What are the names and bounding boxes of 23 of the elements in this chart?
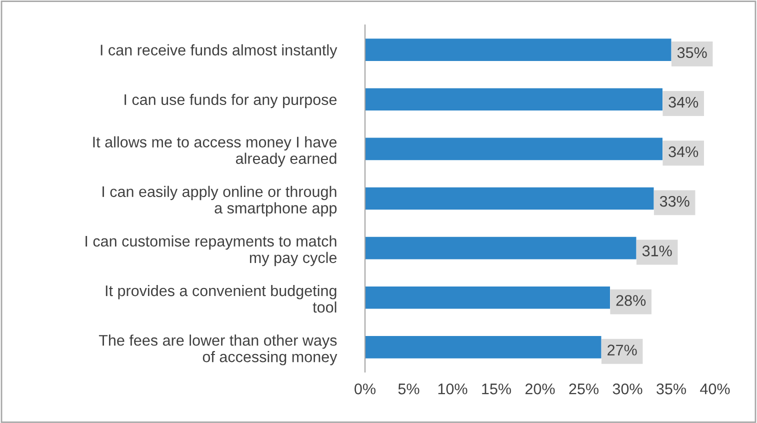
y-tick-label: It provides a convenient budgeting tool [106,284,336,313]
y-tick-label: I can easily apply online or through a smartphone app [102,186,337,217]
x-tick-label: 20% [525,384,555,394]
y-tick-label: I can customise repayments to match my pay cycle [86,235,337,266]
data-label: 31% [642,246,672,256]
data-label: 34% [668,146,698,158]
data-label: 27% [608,344,637,356]
y-tick-label: I can receive funds almost instantly [100,44,338,58]
x-tick-label: 30% [612,384,642,394]
x-tick-label: 10% [438,384,468,394]
x-tick-label: 25% [569,384,598,394]
data-label: 33% [660,196,690,207]
y-tick-label: The fees are lower than other ways of accessing money [98,334,338,366]
x-tick-label: 35% [656,384,686,394]
y-tick-label: It allows me to access money I have already earned [93,136,337,167]
x-tick-label: 0% [354,384,376,394]
data-label: 34% [668,96,698,108]
y-tick-label: I can use funds for any purpose [124,94,337,108]
x-tick-label: 15% [482,384,511,394]
x-tick-label: 5% [398,384,420,394]
data-label: 35% [677,47,707,58]
x-tick-label: 40% [700,384,730,394]
data-label: 28% [616,295,646,306]
